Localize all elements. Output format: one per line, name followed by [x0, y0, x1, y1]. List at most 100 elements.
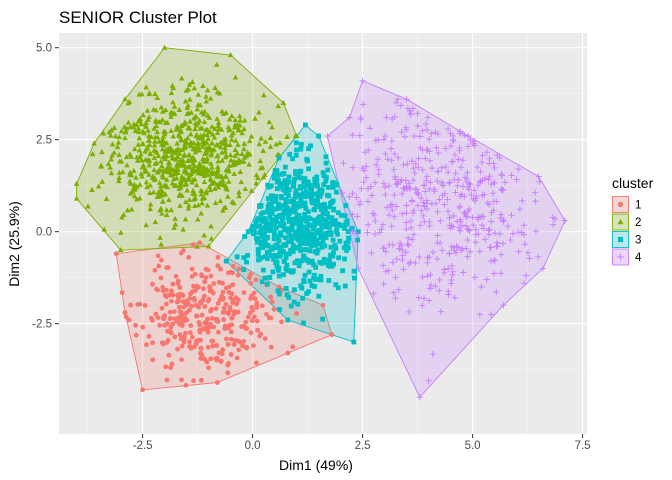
- cluster-2-point: [234, 122, 241, 128]
- cluster-4-point: [500, 218, 507, 225]
- cluster-3-point: [344, 218, 350, 224]
- cluster-2-point: [162, 107, 169, 113]
- cluster-3-point: [316, 218, 322, 224]
- cluster-1-point: [230, 300, 235, 306]
- cluster-4-point: [346, 114, 353, 121]
- cluster-2-point: [146, 157, 153, 163]
- cluster-1-point: [235, 309, 241, 315]
- legend-label-4: 4: [635, 252, 642, 264]
- cluster-1-point: [215, 301, 221, 306]
- cluster-4-point: [493, 243, 500, 250]
- cluster-2-point: [192, 149, 199, 155]
- cluster-3-point: [262, 216, 268, 221]
- cluster-3-point: [335, 285, 341, 291]
- cluster-2-point: [227, 126, 233, 132]
- cluster-4-point: [422, 155, 429, 162]
- cluster-4-point: [496, 154, 503, 161]
- cluster-4-point: [493, 239, 501, 246]
- cluster-1-point: [198, 346, 204, 351]
- cluster-3-point: [323, 160, 329, 166]
- cluster-2-point: [237, 168, 244, 175]
- cluster-2-point: [143, 119, 149, 125]
- cluster-4-point: [429, 350, 436, 358]
- cluster-2-point: [168, 152, 175, 158]
- cluster-3-point: [296, 174, 302, 180]
- cluster-4-point: [498, 187, 506, 194]
- cluster-2-point: [177, 180, 184, 186]
- cluster-2-point: [195, 91, 202, 97]
- cluster-3-point: [268, 221, 273, 227]
- cluster-2-point: [135, 125, 142, 131]
- cluster-1-point: [113, 251, 119, 257]
- cluster-3-point: [255, 216, 261, 222]
- cluster-2-point: [232, 74, 239, 80]
- cluster-1-point: [202, 279, 208, 285]
- cluster-3-point: [282, 242, 288, 247]
- cluster-1-point: [150, 357, 156, 363]
- cluster-3-point: [276, 205, 282, 211]
- cluster-3-point: [306, 269, 312, 275]
- cluster-1-point: [222, 324, 228, 330]
- cluster-2-point: [212, 125, 218, 131]
- cluster-4-point: [426, 222, 433, 230]
- cluster-2-point: [136, 91, 142, 97]
- cluster-4-point: [404, 234, 412, 242]
- cluster-4-point: [447, 142, 454, 150]
- cluster-1-point: [198, 300, 204, 306]
- cluster-3-point: [301, 253, 306, 259]
- cluster-2-point: [189, 158, 196, 164]
- cluster-4-point: [453, 243, 460, 250]
- cluster-1-point: [193, 338, 199, 344]
- cluster-4-point: [446, 179, 453, 187]
- cluster-1-point: [205, 344, 211, 350]
- cluster-3-point: [296, 260, 302, 266]
- cluster-1-point: [190, 289, 195, 295]
- cluster-2-point: [135, 141, 142, 147]
- cluster-2-point: [143, 222, 149, 228]
- cluster-4-point: [440, 269, 448, 277]
- cluster-2-point: [109, 141, 116, 147]
- cluster-2-point: [188, 131, 194, 137]
- cluster-3-point: [284, 190, 290, 196]
- cluster-3-point: [280, 217, 285, 223]
- cluster-3-point: [327, 204, 333, 210]
- cluster-4-point: [474, 163, 481, 171]
- cluster-4-point: [401, 133, 408, 140]
- cluster-2-point: [89, 186, 95, 192]
- cluster-4-point: [364, 229, 371, 236]
- cluster-2-point: [192, 191, 198, 197]
- cluster-1-point: [229, 291, 235, 297]
- cluster-2-point: [177, 202, 183, 208]
- cluster-2-point: [262, 138, 269, 144]
- cluster-1-point: [231, 342, 237, 348]
- cluster-4-point: [444, 169, 452, 176]
- cluster-3-point: [323, 154, 329, 160]
- cluster-4-point: [391, 173, 399, 180]
- cluster-3-point: [288, 239, 294, 245]
- cluster-4-point: [426, 285, 434, 292]
- cluster-1-point: [206, 365, 211, 371]
- cluster-3-point: [342, 256, 347, 262]
- cluster-2-point: [152, 219, 159, 225]
- cluster-4-point: [498, 171, 505, 178]
- cluster-3-point: [259, 216, 264, 222]
- cluster-2-point: [167, 144, 174, 151]
- cluster-1-point: [163, 301, 169, 307]
- cluster-2-point: [241, 117, 248, 123]
- cluster-4-point: [493, 198, 500, 205]
- cluster-4-point: [412, 160, 419, 167]
- cluster-2-point: [150, 106, 157, 112]
- cluster-3-point: [270, 196, 275, 201]
- cluster-2-point: [194, 140, 201, 146]
- cluster-3-point: [260, 245, 266, 250]
- cluster-1-point: [196, 320, 202, 325]
- cluster-3-point: [344, 221, 350, 227]
- cluster-3-point: [255, 239, 260, 245]
- cluster-3-point: [325, 167, 331, 173]
- cluster-4-point: [479, 177, 486, 184]
- cluster-4-point: [424, 273, 431, 280]
- cluster-1-point: [190, 242, 196, 248]
- cluster-1-point: [155, 315, 161, 320]
- cluster-4-point: [391, 113, 398, 121]
- cluster-2-point: [159, 117, 166, 123]
